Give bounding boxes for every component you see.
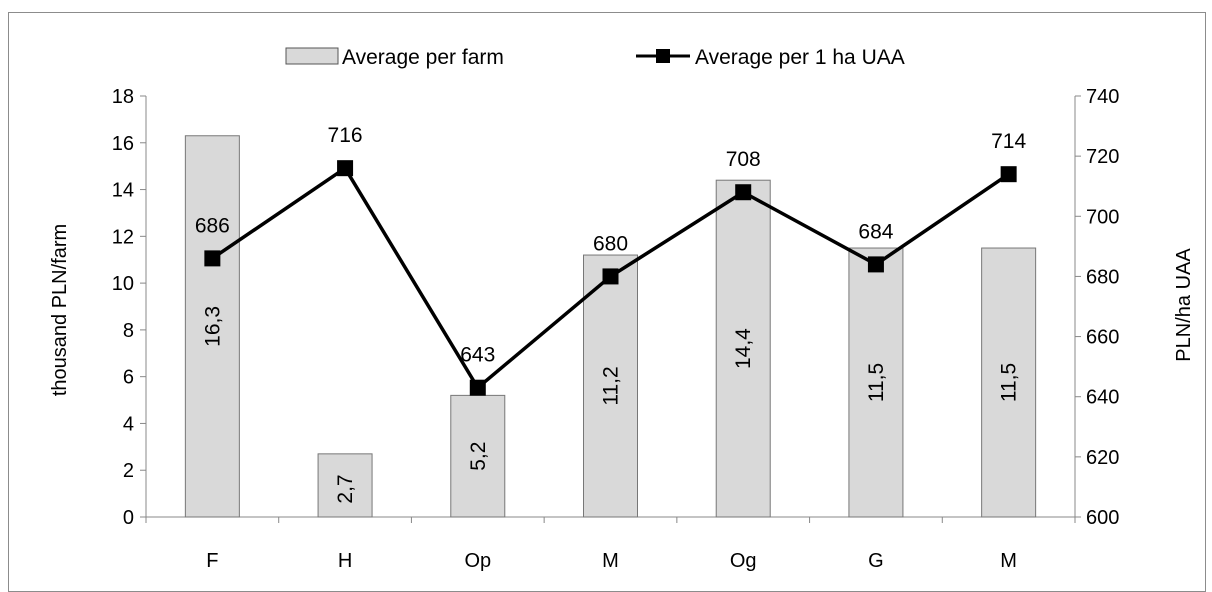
bar [848,247,904,518]
x-tick-label: M [602,550,619,572]
y2-tick-label: 700 [1086,206,1119,228]
right-ticks: 600 620 640 660 680 700 720 740 [1075,86,1119,529]
line-value-label: 714 [991,130,1026,153]
bar-value-label: 11,5 [998,363,1021,402]
y2-tick-label: 640 [1086,387,1119,409]
y-tick-label: 18 [112,86,134,108]
y2-tick-label: 600 [1086,507,1119,529]
x-tick-label: Op [464,550,491,572]
line-marker [469,379,486,396]
legend-line-label: Average per 1 ha UAA [695,46,905,69]
legend-line-marker [656,49,670,63]
chart: Average per farm Average per 1 ha UAA 0 2… [49,46,1195,572]
y2-tick-label: 680 [1086,266,1119,288]
line-marker [337,160,354,177]
bar-value-label: 2,7 [334,474,357,503]
y-tick-label: 0 [123,507,134,529]
y2-tick-label: 620 [1086,447,1119,469]
y2-tick-label: 660 [1086,327,1119,349]
bar-value-label: 16,3 [201,306,224,347]
line-value-label: 680 [593,232,628,255]
x-tick-label: F [206,550,218,572]
bar [317,453,373,518]
left-ticks: 0 2 4 6 8 10 12 14 16 18 [112,86,146,529]
line-marker [867,256,884,273]
y-tick-label: 10 [112,273,134,295]
line-marker [735,184,752,201]
line-marker [1000,166,1017,183]
x-tick-label: Og [730,550,757,572]
line-marker [204,250,221,267]
line-marker [602,268,619,285]
line-value-label: 716 [328,124,363,147]
legend: Average per farm Average per 1 ha UAA [285,46,905,69]
x-ticks: F H Op M Og G M [145,517,1076,572]
series-line [204,160,1017,396]
bar-value-label: 11,2 [600,366,623,405]
line-value-label: 686 [195,214,230,237]
y-tick-label: 2 [123,460,134,482]
bar-value-label: 5,2 [467,442,490,471]
y-tick-label: 16 [112,133,134,155]
bar-value-label: 11,5 [865,363,888,402]
x-tick-label: H [338,550,352,572]
line-labels: 686 716 643 680 708 684 714 [195,124,1027,367]
bar-value-label: 14,4 [732,328,755,369]
legend-bar-label: Average per farm [342,46,504,69]
y2-axis-title: PLN/ha UAA [1173,248,1195,362]
y2-tick-label: 720 [1086,146,1119,168]
y-tick-label: 4 [123,413,134,435]
bar [583,254,638,518]
line-value-label: 643 [460,344,495,367]
line-value-label: 708 [726,148,761,171]
y-tick-label: 8 [123,320,134,342]
x-tick-label: G [868,550,884,572]
x-tick-label: M [1000,550,1017,572]
bar [715,179,771,518]
bars [184,135,1037,518]
line-value-label: 684 [858,220,893,243]
y2-tick-label: 740 [1086,86,1119,108]
bar-labels: 16,3 2,7 5,2 11,2 14,4 11,5 11,5 [201,306,1020,504]
y-tick-label: 6 [123,367,134,389]
legend-bar-swatch [285,47,339,65]
y-tick-label: 14 [112,180,134,202]
y-axis-title: thousand PLN/farm [49,224,71,396]
bar [184,135,240,518]
bar [450,394,506,518]
y-tick-label: 12 [112,226,134,248]
bar [981,247,1037,518]
